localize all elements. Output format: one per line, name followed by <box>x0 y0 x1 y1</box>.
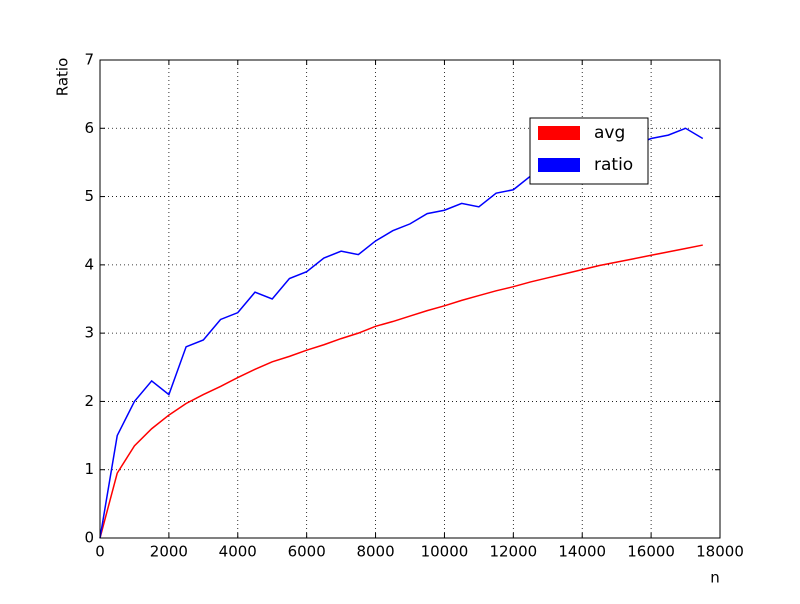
plot-frame <box>99 59 721 539</box>
x-tick-label: 14000 <box>558 543 606 561</box>
legend-label: avg <box>594 123 625 143</box>
x-tick-label: 10000 <box>421 543 469 561</box>
x-tick-label: 18000 <box>696 543 744 561</box>
y-tick-label: 4 <box>84 255 94 273</box>
legend-swatch <box>538 158 580 172</box>
y-tick-label: 1 <box>84 460 94 478</box>
data-line <box>99 244 703 539</box>
y-tick-label: 0 <box>84 529 94 547</box>
legend-swatch <box>538 126 580 140</box>
x-tick-label: 16000 <box>627 543 675 561</box>
y-axis-label: Ratio <box>54 58 72 97</box>
y-tick-label: 5 <box>84 187 94 205</box>
y-tick-label: 7 <box>84 51 94 69</box>
x-tick-label: 12000 <box>489 543 537 561</box>
y-tick-label: 2 <box>84 392 94 410</box>
legend-label: ratio <box>594 155 633 175</box>
x-tick-label: 8000 <box>356 543 394 561</box>
x-tick-label: 6000 <box>288 543 326 561</box>
x-tick-label: 2000 <box>150 543 188 561</box>
x-tick-label: 0 <box>95 543 105 561</box>
x-tick-label: 4000 <box>219 543 257 561</box>
x-axis-label: n <box>710 569 720 587</box>
y-tick-label: 6 <box>84 119 94 137</box>
y-tick-label: 3 <box>84 324 94 342</box>
